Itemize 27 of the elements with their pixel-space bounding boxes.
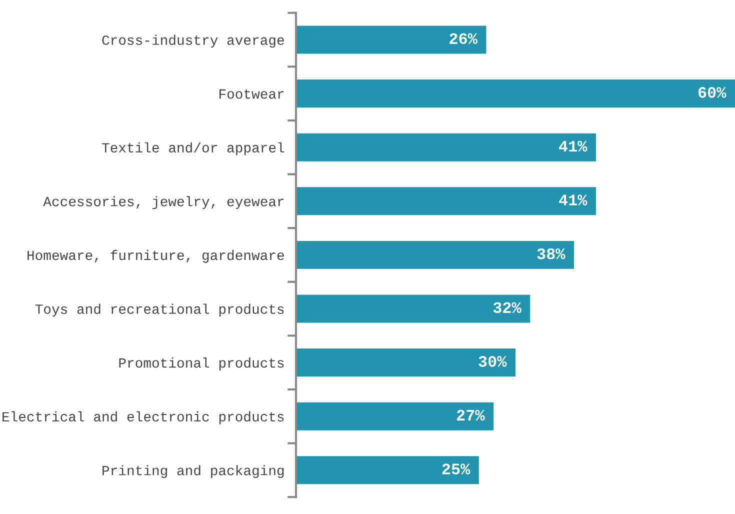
bar — [296, 456, 479, 484]
y-tick-label: Toys and recreational products — [35, 304, 284, 317]
y-tick-label: Homeware, furniture, gardenware — [28, 250, 284, 263]
data-label: 25% — [442, 464, 470, 474]
bar — [296, 402, 494, 430]
bar — [296, 294, 530, 323]
data-label: 30% — [478, 356, 507, 367]
data-label: 41% — [558, 140, 588, 152]
bar — [296, 26, 486, 54]
data-label: 26% — [450, 33, 478, 44]
y-tick-label: Textile and/or apparel — [102, 142, 284, 156]
y-tick-label: Electrical and electronic products — [2, 411, 284, 424]
data-label: 27% — [456, 410, 485, 421]
y-tick-label: Promotional products — [119, 358, 284, 370]
bar — [296, 187, 596, 216]
bar — [296, 348, 516, 377]
bar — [296, 80, 735, 108]
bar — [296, 240, 574, 269]
data-label: 60% — [698, 86, 726, 98]
y-tick-label: Accessories, jewelry, eyewear — [43, 196, 284, 210]
data-label: 38% — [537, 248, 566, 260]
data-label: 41% — [558, 194, 588, 206]
y-tick-label: Footwear — [220, 89, 284, 99]
y-tick-label: Cross-industry average — [102, 34, 284, 48]
data-label: 32% — [493, 302, 522, 314]
bar — [296, 133, 596, 162]
y-tick-label: Printing and packaging — [102, 465, 284, 478]
